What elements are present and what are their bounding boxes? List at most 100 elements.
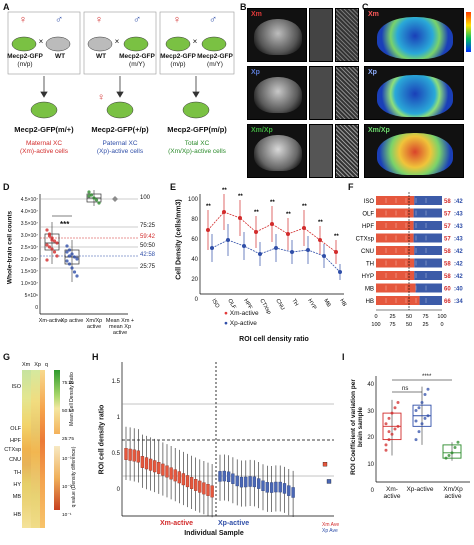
data-point (384, 422, 388, 426)
ytick: 5×10⁶ (24, 293, 38, 299)
region-tick: OLF (226, 298, 237, 311)
point-xp (226, 238, 230, 242)
region-label: OLF (362, 212, 374, 218)
panel-e-chart: ** ISO ** OLF ** HPF ** CTXsp ** CNU ** TH ** HYP ** MB… (170, 186, 348, 346)
panel-d-ylabel: Whole-brain cell counts (6, 210, 14, 285)
xm-ave-label: Xm Ave (322, 522, 340, 528)
data-point (393, 406, 397, 410)
micrograph-zoom-total (309, 124, 333, 178)
panel-e-yticks: 100 80 60 40 20 0 (182, 190, 198, 310)
box-xm (153, 460, 157, 473)
map-label-xm: Xm (368, 11, 379, 18)
box-xm (198, 480, 202, 493)
point-xm (238, 216, 242, 220)
legend-xm: ● Xm-active (224, 310, 259, 317)
region-label: CTXsp (356, 237, 375, 243)
data-point (45, 258, 49, 262)
bar-xp (413, 233, 442, 243)
region-tick: HPF (242, 298, 253, 311)
box-xp (218, 471, 222, 482)
box-xm (177, 471, 181, 484)
row-label-xp: Xp (251, 69, 260, 76)
mouse-icon (11, 36, 227, 119)
data-point (47, 245, 52, 249)
header-xp: Xp (34, 362, 41, 368)
data-point (97, 201, 101, 205)
cross-symbol-1: × (38, 37, 44, 46)
box-xm (165, 465, 169, 478)
parent-label: Mecp2-GFP (197, 53, 233, 60)
ratio-label-42-58: 42:58 (140, 252, 156, 258)
data-point (387, 416, 391, 420)
point-xp (258, 252, 262, 256)
data-point (384, 443, 388, 447)
box-xm (157, 462, 161, 474)
data-point (65, 250, 69, 254)
scale-ratio-bar (54, 370, 60, 434)
box-xm (194, 479, 198, 491)
data-point (70, 266, 74, 270)
sig-ns: ns (402, 386, 409, 392)
sig-mark: ** (302, 204, 307, 210)
bar-xp (414, 196, 442, 205)
point-xm (222, 210, 226, 214)
data-point (67, 248, 72, 252)
x-label-xp: Xp-active (406, 486, 434, 493)
bar-xm (376, 296, 420, 305)
sig-mark: ** (206, 204, 211, 210)
ytick: 2.5×10⁷ (20, 245, 38, 251)
data-point (387, 430, 391, 434)
panel-label-b: B (240, 2, 247, 12)
box-xp (274, 481, 278, 493)
parent-genotype: (m/Y) (207, 61, 223, 68)
x-label-total: Xm/Xp active (443, 486, 463, 501)
region-cnu: CNU (9, 457, 21, 463)
box-xp (235, 475, 239, 487)
panel-b-micrographs: Xm Xp Xm/Xp (247, 8, 359, 178)
bar-xm (376, 221, 414, 230)
panel-label-e: E (170, 182, 177, 192)
bar-xp (415, 283, 442, 293)
ytick: 1.0×10⁷ (20, 281, 38, 287)
offspring-label-2: Mecp2-GFP(+/p) (91, 125, 149, 134)
panel-label-g: G (3, 352, 11, 362)
region-tick: CNU (274, 298, 285, 311)
xtick: 50 (406, 322, 412, 328)
series-line-xm (207, 211, 337, 253)
data-point (47, 234, 52, 238)
data-point (52, 239, 57, 243)
point-xp (274, 246, 278, 250)
bar-xp (413, 208, 442, 218)
box-xp (226, 471, 231, 483)
sig-mark: ** (318, 220, 323, 226)
offspring-label-3: Mecp2-GFP(m/p) (167, 125, 227, 134)
ytick: 0 (370, 488, 374, 494)
ratio-label-59-42: 59:42 (140, 234, 156, 240)
sig-mark: ** (286, 212, 291, 218)
data-point (67, 262, 72, 266)
data-point (87, 194, 91, 198)
ratio-xp: :42 (454, 199, 463, 205)
ratio-xm: 58 (444, 262, 451, 268)
cross-symbol-2: × (114, 37, 120, 46)
data-point (87, 190, 91, 194)
xtick: 100 (371, 322, 380, 328)
data-point (72, 270, 77, 274)
ratio-xm: 66 (444, 299, 451, 305)
panel-i-yticks: 40 30 20 10 0 (358, 372, 374, 505)
box-xm (132, 449, 136, 462)
ytick: 80 (191, 217, 198, 223)
data-point (92, 196, 96, 200)
sig-mark: ** (254, 210, 259, 216)
data-point (55, 254, 59, 258)
data-point (420, 401, 424, 404)
region-tick: MB (322, 298, 331, 308)
box-xm (144, 457, 149, 470)
panel-d-yticks: 4.5×10⁷ 4.0×10⁷ 3.5×10⁷ 3.0×10⁷ 2.5×10⁷ … (14, 194, 38, 314)
x-label-xp: Xp active (60, 318, 84, 324)
box (442, 444, 462, 459)
data-point (414, 438, 418, 442)
offspring-desc-1b: (Xm)-active cells (19, 148, 69, 155)
parent-label: Mecp2-GFP (160, 53, 196, 60)
data-point (75, 257, 79, 261)
